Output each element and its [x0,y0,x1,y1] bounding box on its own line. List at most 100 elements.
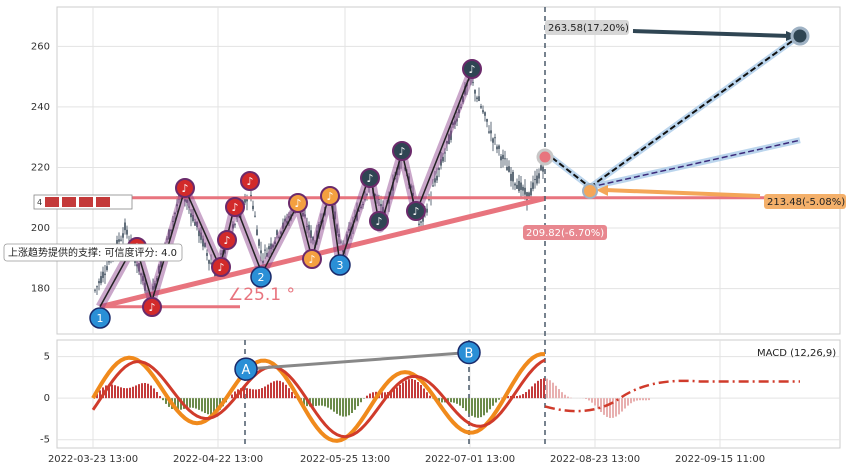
macd-histogram-bar [459,398,461,405]
macd-histogram-bar [321,398,323,406]
candle-body [522,187,524,191]
macd-histogram-bar [372,392,374,398]
macd-histogram-bar [360,398,362,402]
macd-histogram-bar [600,398,602,412]
macd-histogram-bar [417,382,419,398]
macd-histogram-bar [132,387,134,398]
macd-histogram-bar [333,398,335,412]
note-glyph: ♪ [246,175,253,188]
macd-histogram-bar [267,385,269,399]
macd-histogram-bar [423,389,425,399]
candle-body [504,158,506,159]
legend-swatch [79,197,93,207]
x-tick-label: 2022-03-23 13:00 [48,454,138,465]
wave-label-text: 3 [337,259,344,272]
legend-swatch [96,197,110,207]
macd-histogram-bar [474,398,476,417]
macd-histogram-bar [270,383,272,398]
candle-body [208,260,210,264]
macd-histogram-bar [408,379,410,398]
candle-body [472,82,474,83]
macd-histogram-bar [564,395,566,398]
macd-histogram-bar [414,380,416,398]
macd-histogram-bar [147,384,149,398]
macd-histogram-bar [285,385,287,398]
target-label-top-text: 263.58(17.20%) [548,23,629,34]
candle-body [474,90,476,94]
candle-body [120,240,122,241]
candle-body [438,168,440,170]
macd-histogram-bar [591,398,593,403]
macd-histogram-bar [264,386,266,398]
macd-histogram-bar [351,398,353,413]
legend-text: 4 [37,198,42,207]
macd-title: MACD (12,26,9) [757,348,836,359]
macd-histogram-bar [150,386,152,399]
macd-histogram-bar [537,381,539,398]
macd-histogram-bar [555,386,557,398]
macd-histogram-bar [126,388,128,398]
candle-body [106,266,108,270]
macd-histogram-bar [594,398,596,405]
macd-histogram-bar [114,385,116,398]
candle-body [498,146,500,149]
candle-body [524,188,526,195]
macd-histogram-bar [153,388,155,398]
macd-histogram-bar [156,392,158,398]
candle-body [102,272,104,278]
candle-body [488,131,490,132]
macd-histogram-bar [330,398,332,409]
macd-histogram-bar [642,398,644,400]
macd-histogram-bar [273,381,275,398]
macd-histogram-bar [549,380,551,398]
macd-histogram-bar [633,398,635,401]
macd-histogram-bar [249,389,251,398]
note-glyph: ♪ [223,234,230,247]
macd-histogram-bar [348,398,350,415]
target-label-low-text: 209.82(-6.70%) [526,228,604,239]
macd-histogram-bar [609,398,611,418]
macd-histogram-bar [471,398,473,416]
macd-histogram-bar [606,398,608,417]
candle-body [534,179,536,180]
candle-body [512,172,514,181]
legend-box: 4 [34,195,132,209]
macd-histogram-bar [528,389,530,398]
candle-body [514,184,516,186]
note-glyph: ♪ [468,63,475,76]
macd-histogram-bar [486,398,488,412]
macd-histogram-bar [456,398,458,404]
angle-label: ∠25.1 ° [228,285,295,305]
macd-histogram-bar [204,398,206,413]
macd-histogram-bar [534,383,536,398]
candle-body [210,263,212,264]
macd-histogram-bar [138,384,140,398]
candle-body [418,224,420,225]
macd-histogram-bar [252,389,254,398]
candle-body [432,185,434,186]
x-tick-label: 2022-07-01 13:00 [425,454,515,465]
macd-histogram-bar [327,398,329,407]
candle-body [494,137,496,138]
y-tick-label: 240 [31,102,50,113]
macd-histogram-bar [195,398,197,408]
candle-body [420,221,422,222]
target-label-top: 263.58(17.20%) [545,20,629,35]
candle-body [516,185,518,189]
candle-body [478,96,480,101]
wave-label-text: 1 [97,312,104,325]
target-label-mid: 213.48(-5.08%) [764,194,846,209]
macd-histogram-bar [315,398,317,406]
macd-histogram-bar [129,388,131,398]
macd-histogram-bar [546,379,548,398]
macd-histogram-bar [453,398,455,403]
macd-histogram-bar [345,398,347,416]
macd-histogram-bar [492,398,494,406]
macd-histogram-bar [498,398,500,400]
macd-histogram-bar [366,396,368,398]
macd-histogram-bar [621,398,623,411]
macd-histogram-bar [357,398,359,406]
macd-histogram-bar [231,395,233,399]
macd-histogram-bar [468,398,470,413]
